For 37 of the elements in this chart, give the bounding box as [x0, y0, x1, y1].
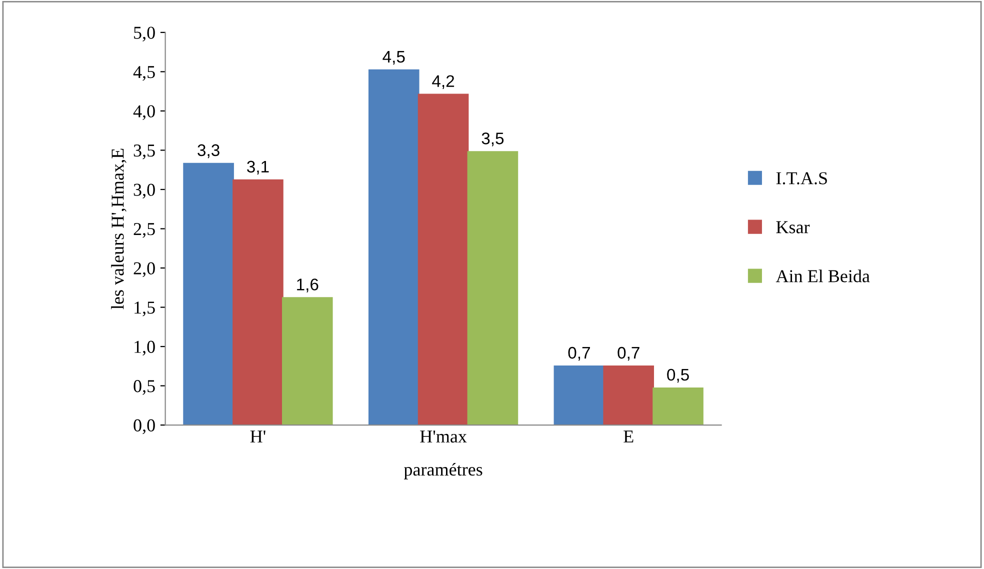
data-label: 3,5: [482, 132, 504, 146]
bar: [554, 365, 605, 426]
y-tick-label: 0,0: [134, 419, 155, 434]
y-tick-label: 1,5: [134, 302, 155, 316]
bar: [232, 179, 284, 426]
data-label: 0,5: [667, 368, 689, 383]
y-tick-label: 4,5: [133, 66, 155, 81]
y-tick-label: 4,0: [133, 105, 155, 120]
y-tick-label: 2,5: [134, 223, 155, 238]
bar: [652, 387, 704, 426]
data-label: 3,3: [198, 144, 220, 158]
y-axis-title: les valeurs H',Hmax,E: [111, 148, 126, 310]
y-tick-label: 0,5: [134, 380, 155, 395]
legend-label: Ksar: [776, 221, 810, 234]
data-label: 0,7: [568, 346, 590, 361]
bar: [282, 297, 333, 426]
y-tick-label: 5,0: [134, 26, 155, 42]
y-tick-label: 3,5: [134, 144, 155, 160]
data-label: 1,6: [297, 278, 318, 292]
data-label: 0,7: [618, 346, 640, 361]
bar: [467, 151, 518, 426]
bar: [368, 69, 420, 426]
data-label: 4,5: [382, 51, 405, 65]
data-label: 4,2: [432, 75, 454, 89]
legend-label: I.T.A.S: [776, 172, 827, 184]
x-axis-title: paramétres: [404, 462, 482, 480]
data-label: 3,1: [247, 160, 269, 175]
bar: [183, 162, 234, 426]
y-tick-label: 2,0: [134, 262, 155, 278]
bar: [418, 94, 469, 426]
legend-label: Ain El Beida: [776, 270, 870, 282]
x-tick-label: E: [624, 430, 634, 442]
y-tick-label: 1,0: [134, 340, 155, 356]
bar: [603, 365, 654, 426]
x-tick-label: H': [250, 430, 266, 442]
y-tick-label: 3,0: [134, 184, 155, 199]
x-tick-label: H'max: [420, 430, 467, 443]
